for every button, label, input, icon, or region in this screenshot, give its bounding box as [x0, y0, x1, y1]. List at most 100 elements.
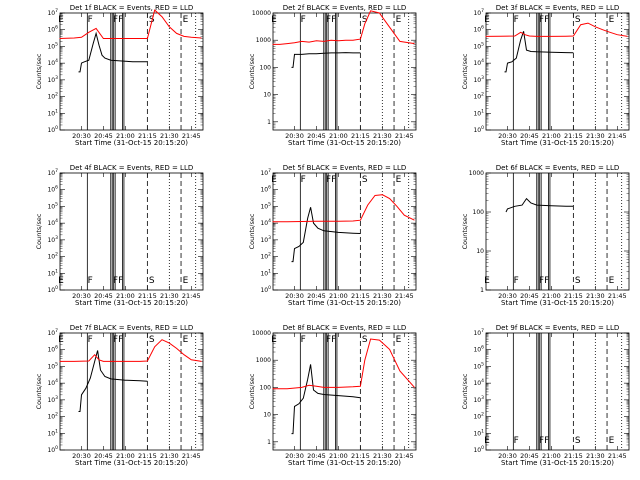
plot-frame [272, 12, 417, 131]
marker-letter-ff: FF [326, 175, 336, 185]
y-tick-label: 104 [473, 378, 484, 387]
y-tick-label: 102 [260, 252, 271, 261]
panel-title: Det 9f BLACK = Events, RED = LLD [496, 324, 619, 332]
y-tick-label: 10000 [252, 330, 271, 337]
y-tick-label: 105 [47, 41, 58, 50]
series-lld [272, 338, 415, 390]
panel-title: Det 5f BLACK = Events, RED = LLD [283, 164, 406, 172]
x-tick-label: 20:30 [498, 292, 517, 300]
series-lld [485, 22, 628, 37]
y-tick-label: 107 [47, 8, 58, 17]
y-tick-label: 101 [47, 108, 58, 117]
x-tick-label: 21:30 [373, 452, 392, 460]
x-tick-label: 20:45 [94, 292, 113, 300]
y-tick-label: 105 [260, 201, 271, 210]
y-tick-label: 106 [47, 25, 58, 34]
x-tick-label: 20:45 [94, 132, 113, 140]
marker-letter-f: F [514, 436, 519, 446]
series-events [78, 350, 148, 412]
marker-letter-e: E [396, 175, 402, 185]
panel-det-2: Det 2f BLACK = Events, RED = LLD 20:30 20:… [248, 4, 417, 147]
series-events [291, 364, 361, 435]
panel-title: Det 6f BLACK = Events, RED = LLD [496, 164, 619, 172]
panel-det-9: Det 9f BLACK = Events, RED = LLD 20:30 20:… [461, 324, 630, 467]
plot-frame [485, 172, 630, 291]
x-tick-label: 20:30 [72, 132, 91, 140]
y-tick-label: 100 [473, 445, 484, 454]
x-tick-label: 21:15 [138, 452, 157, 460]
plot-frame [59, 332, 204, 451]
x-tick-label: 21:15 [351, 292, 370, 300]
y-tick-label: 105 [473, 41, 484, 50]
y-tick-label: 100 [47, 445, 58, 454]
y-tick-label: 1 [267, 439, 271, 446]
marker-letter-ff: FF [113, 276, 123, 286]
y-tick-label: 102 [47, 412, 58, 421]
x-tick-label: 21:30 [160, 132, 179, 140]
panel-det-6: Det 6f BLACK = Events, RED = LLD 20:30 20:… [461, 164, 630, 307]
y-axis-label: Counts/sec [461, 213, 469, 249]
plot-frame [272, 172, 417, 291]
x-tick-label: 21:30 [586, 452, 605, 460]
x-tick-label: 21:00 [329, 292, 348, 300]
marker-letter-e: E [396, 15, 402, 25]
marker-letter-e: E [609, 15, 615, 25]
marker-letter-e: E [183, 335, 189, 345]
x-tick-label: 21:30 [160, 292, 179, 300]
y-tick-label: 104 [260, 218, 271, 227]
marker-letter-ff: FF [539, 15, 549, 25]
y-tick-label: 1000 [469, 170, 484, 177]
y-tick-label: 103 [47, 235, 58, 244]
y-tick-label: 103 [473, 395, 484, 404]
y-axis-label: Counts/sec [35, 213, 43, 249]
x-axis-label: Start Time (31-Oct-15 20:15:20) [501, 459, 614, 467]
x-tick-label: 21:00 [329, 452, 348, 460]
y-tick-label: 105 [47, 201, 58, 210]
y-tick-label: 10 [263, 412, 271, 419]
y-tick-label: 106 [47, 185, 58, 194]
marker-letter-ff: FF [113, 335, 123, 345]
y-tick-label: 103 [260, 235, 271, 244]
x-tick-label: 21:00 [116, 292, 135, 300]
marker-letter-e: E [271, 175, 277, 185]
marker-letter-e: E [183, 276, 189, 286]
y-tick-label: 107 [47, 328, 58, 337]
x-tick-label: 21:45 [395, 132, 414, 140]
y-tick-label: 106 [473, 25, 484, 34]
marker-letter-s: S [149, 335, 155, 345]
x-tick-label: 20:45 [307, 132, 326, 140]
y-tick-label: 103 [47, 75, 58, 84]
series-events [78, 31, 148, 73]
marker-letter-f: F [88, 335, 93, 345]
x-tick-label: 21:15 [351, 132, 370, 140]
x-tick-label: 20:45 [520, 292, 539, 300]
y-tick-label: 107 [260, 168, 271, 177]
y-axis-label: Counts/sec [248, 213, 256, 249]
x-tick-label: 20:30 [285, 452, 304, 460]
marker-letter-s: S [575, 436, 581, 446]
x-tick-label: 20:45 [94, 452, 113, 460]
panel-title: Det 3f BLACK = Events, RED = LLD [496, 4, 619, 12]
x-tick-label: 21:00 [116, 452, 135, 460]
y-tick-label: 100 [260, 64, 272, 71]
x-tick-label: 20:30 [72, 292, 91, 300]
y-tick-label: 100 [47, 125, 58, 134]
marker-letter-e: E [609, 276, 615, 286]
y-tick-label: 107 [473, 328, 484, 337]
y-tick-label: 104 [473, 58, 484, 67]
x-tick-label: 21:45 [182, 452, 201, 460]
x-tick-label: 21:45 [608, 292, 627, 300]
y-tick-label: 10 [263, 92, 271, 99]
plot-frame [272, 332, 417, 451]
series-events [505, 197, 574, 213]
marker-letter-f: F [88, 276, 93, 286]
x-tick-label: 20:45 [520, 132, 539, 140]
y-axis-label: Counts/sec [461, 53, 469, 89]
marker-letter-e: E [58, 276, 64, 286]
x-tick-label: 21:45 [608, 132, 627, 140]
x-tick-label: 20:45 [307, 292, 326, 300]
y-tick-label: 107 [47, 168, 58, 177]
marker-letter-f: F [88, 15, 93, 25]
marker-letter-f: F [301, 15, 306, 25]
